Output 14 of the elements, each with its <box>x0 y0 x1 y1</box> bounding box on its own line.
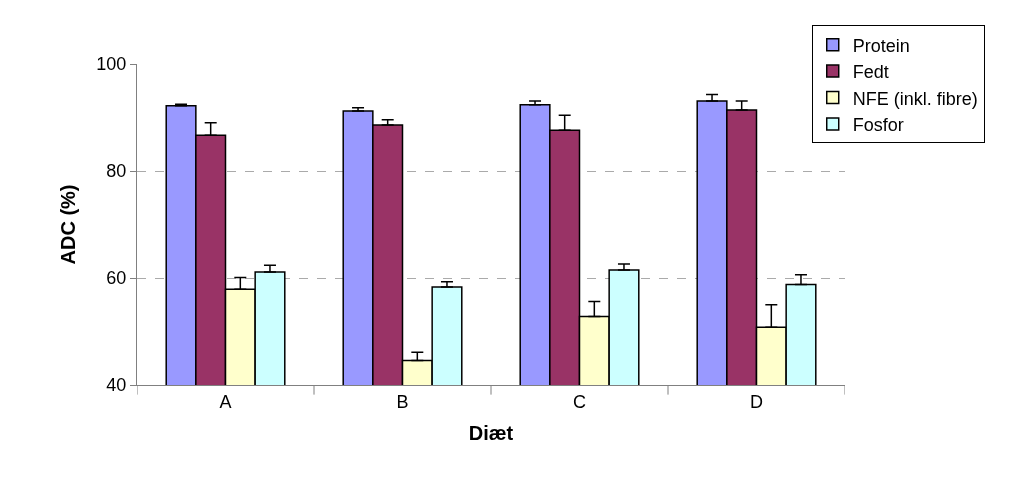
y-tick-label: 80 <box>106 161 127 182</box>
x-axis-title: Diæt <box>468 422 514 445</box>
y-tick-label: 40 <box>106 375 127 396</box>
y-axis-title: ADC (%) <box>56 184 79 265</box>
x-tick-label: C <box>573 391 586 412</box>
x-tick-label: A <box>219 391 232 412</box>
y-tick-label: 100 <box>96 54 127 75</box>
legend-label: Protein <box>852 35 910 56</box>
legend-label: NFE (inkl. fibre) <box>852 88 978 109</box>
x-tick-label: D <box>750 391 763 412</box>
x-tick-label: B <box>396 391 409 412</box>
legend-label: Fosfor <box>852 114 904 135</box>
y-tick-label: 60 <box>106 268 127 289</box>
legend-label: Fedt <box>852 62 889 83</box>
